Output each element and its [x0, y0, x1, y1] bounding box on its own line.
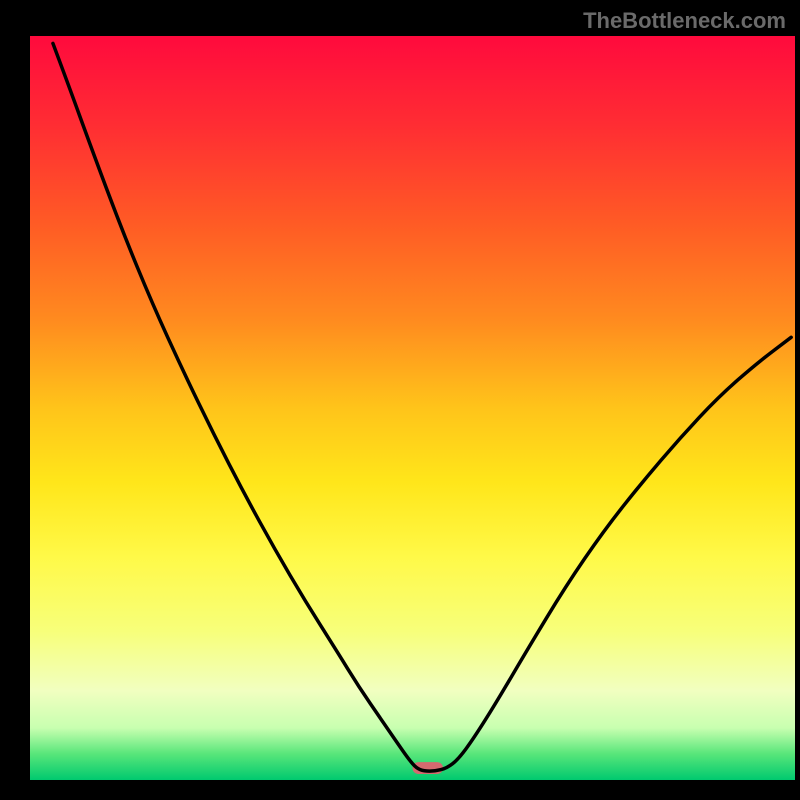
watermark-text: TheBottleneck.com — [583, 8, 786, 34]
bottleneck-chart: TheBottleneck.com — [0, 0, 800, 800]
chart-svg — [0, 0, 800, 800]
